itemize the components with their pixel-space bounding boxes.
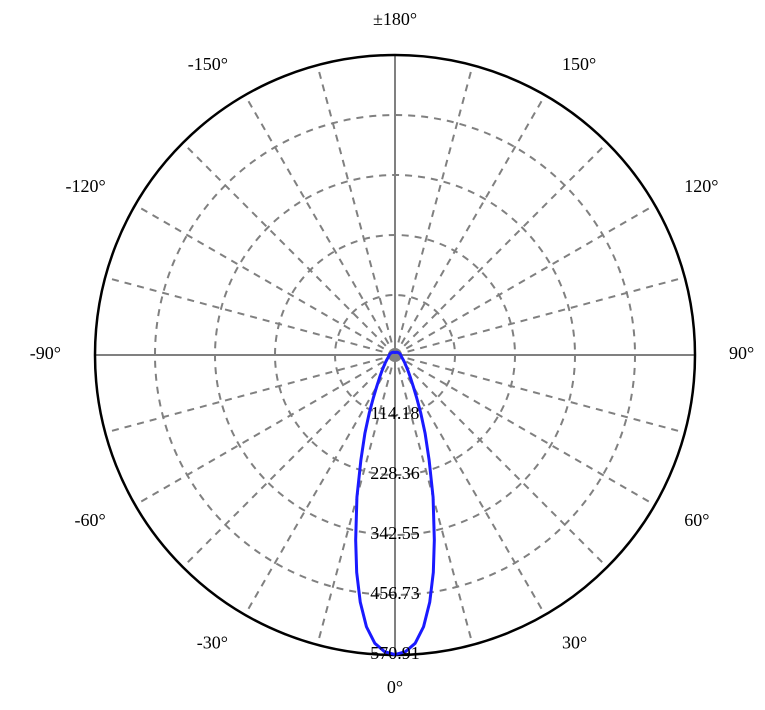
grid-spoke	[395, 65, 473, 355]
grid-spoke	[245, 355, 395, 615]
angle-tick-label: -150°	[188, 54, 228, 74]
grid-spoke	[395, 95, 545, 355]
polar-grid	[95, 55, 695, 655]
grid-spoke	[183, 143, 395, 355]
angle-tick-label: -120°	[66, 176, 106, 196]
grid-spoke	[105, 277, 395, 355]
grid-spoke	[105, 355, 395, 433]
grid-spoke	[395, 143, 607, 355]
grid-spoke	[183, 355, 395, 567]
radial-tick-label: 114.18	[371, 403, 420, 423]
angle-tick-label: 90°	[729, 343, 754, 363]
angle-tick-label: 120°	[684, 176, 718, 196]
angle-tick-label: 60°	[684, 510, 709, 530]
grid-spoke	[395, 355, 607, 567]
radial-tick-label: 342.55	[370, 523, 420, 543]
grid-spoke	[135, 355, 395, 505]
grid-spoke	[317, 65, 395, 355]
angle-tick-label: -90°	[30, 343, 61, 363]
grid-spoke	[395, 205, 655, 355]
grid-spoke	[395, 355, 655, 505]
radial-tick-label: 228.36	[370, 463, 420, 483]
grid-spoke	[395, 277, 685, 355]
angle-tick-label: ±180°	[373, 9, 417, 29]
grid-spoke	[135, 205, 395, 355]
angle-tick-label: 30°	[562, 632, 587, 652]
angle-tick-label: -60°	[75, 510, 106, 530]
polar-chart: 114.18 228.36 342.55 456.73 570.91 ±180° 150° 1…	[0, 0, 765, 710]
grid-spoke	[245, 95, 395, 355]
angle-tick-label: 150°	[562, 54, 596, 74]
radial-tick-label: 570.91	[370, 643, 420, 663]
radial-tick-label: 456.73	[370, 583, 420, 603]
angle-tick-label: -30°	[197, 632, 228, 652]
angle-tick-label: 0°	[387, 677, 403, 697]
grid-spoke	[395, 355, 545, 615]
grid-spoke	[395, 355, 685, 433]
